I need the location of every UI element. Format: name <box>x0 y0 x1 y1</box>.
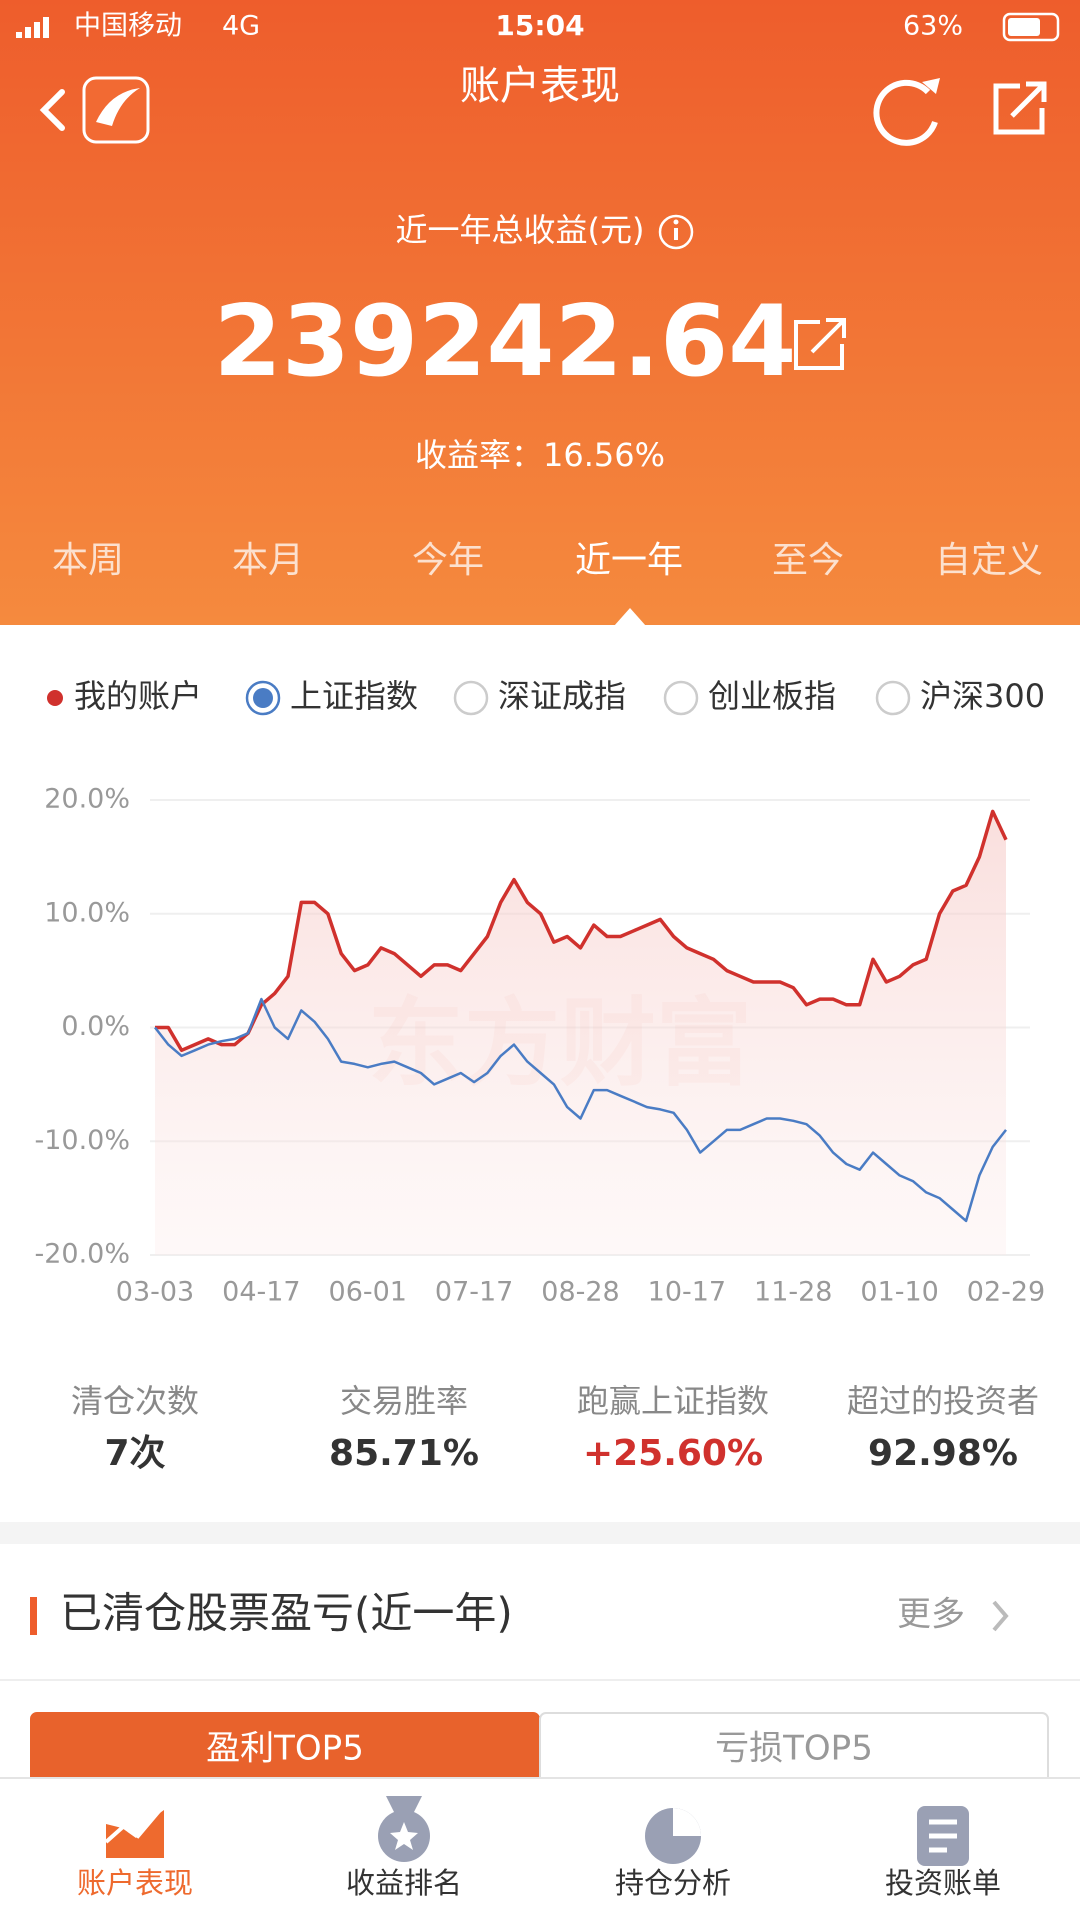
radio-dot <box>253 688 273 708</box>
signal <box>16 17 49 38</box>
period-tab[interactable]: 至今 <box>772 540 844 581</box>
profit-amount: 239242.64 <box>214 285 797 399</box>
legend-label[interactable]: 创业板指 <box>708 677 836 715</box>
amount-share[interactable] <box>794 318 846 370</box>
period-tab[interactable]: 本周 <box>52 540 124 581</box>
header-bg <box>0 0 1080 625</box>
back-button[interactable] <box>39 89 65 131</box>
radio[interactable] <box>453 680 489 716</box>
period-tab[interactable]: 本月 <box>232 540 304 581</box>
x-tick-label: 08-28 <box>541 1277 619 1308</box>
battery-icon <box>1002 12 1060 42</box>
network: 4G <box>222 11 260 42</box>
y-tick-label: 0.0% <box>61 1011 130 1042</box>
radio[interactable] <box>875 680 911 716</box>
y-tick-label: -20.0% <box>34 1239 130 1270</box>
series-line <box>154 997 1007 1223</box>
section-title: 已清仓股票盈亏(近一年) <box>60 1589 513 1638</box>
carrier: 中国移动 <box>74 11 182 42</box>
nav-icons <box>104 1796 969 1866</box>
legend-dot <box>47 690 63 706</box>
divider <box>0 1522 1080 1544</box>
legend-label[interactable]: 深证成指 <box>498 677 626 715</box>
period-tab[interactable]: 自定义 <box>935 540 1043 581</box>
stat-value: 92.98% <box>868 1433 1018 1474</box>
share-button[interactable] <box>993 81 1047 135</box>
profit-label: 近一年总收益(元) <box>396 211 645 249</box>
x-tick-label: 02-29 <box>967 1277 1045 1308</box>
x-tick-label: 04-17 <box>222 1277 300 1308</box>
nav-icon <box>386 1796 422 1816</box>
nav-icon-star <box>390 1822 418 1850</box>
stat-value: 85.71% <box>329 1433 479 1474</box>
x-tick-label: 06-01 <box>329 1277 407 1308</box>
ranking-tab-label[interactable]: 亏损TOP5 <box>715 1729 873 1769</box>
tab-indicator <box>614 608 646 626</box>
stat-label: 清仓次数 <box>71 1382 199 1420</box>
legend-label: 我的账户 <box>74 677 202 715</box>
stat-label: 跑赢上证指数 <box>577 1382 769 1420</box>
legend-label[interactable]: 沪深300 <box>920 677 1045 715</box>
section-marker <box>30 1597 37 1635</box>
refresh-arrow <box>922 78 940 94</box>
y-tick-label: 10.0% <box>44 897 130 928</box>
period-tabs: 本周 本月 今年 近一年 至今 自定义 <box>52 540 1043 581</box>
area <box>155 811 1006 1255</box>
refresh-button[interactable] <box>873 79 938 146</box>
legend: 我的账户 上证指数 深证成指 创业板指 沪深300 <box>47 677 1045 716</box>
more-link[interactable]: 更多 <box>897 1595 965 1635</box>
stats: 清仓次数 7次 交易胜率 85.71% 跑赢上证指数 +25.60% 超过的投资者 92.98… <box>71 1382 1039 1474</box>
nav-label[interactable]: 收益排名 <box>346 1866 462 1900</box>
stat-value: 7次 <box>104 1433 165 1474</box>
nav-label[interactable]: 投资账单 <box>885 1866 1001 1900</box>
x-tick-label: 01-10 <box>860 1277 938 1308</box>
logo-mark <box>96 88 140 126</box>
radio[interactable] <box>663 680 699 716</box>
nav-label[interactable]: 账户表现 <box>77 1866 193 1900</box>
nav-icon-slice <box>673 1808 701 1836</box>
page-title: 账户表现 <box>460 63 620 109</box>
period-tab[interactable]: 今年 <box>412 540 484 581</box>
y-tick-label: -10.0% <box>34 1125 130 1156</box>
return-rate: 收益率：16.56% <box>415 436 665 474</box>
chart: -20.0%-10.0%0.0%10.0%20.0%东方财富03-0304-17… <box>34 784 1045 1308</box>
y-tick-label: 20.0% <box>44 784 130 815</box>
x-tick-label: 10-17 <box>648 1277 726 1308</box>
x-tick-label: 11-28 <box>754 1277 832 1308</box>
nav-labels: 账户表现 收益排名 持仓分析 投资账单 <box>77 1866 1001 1900</box>
stat-label: 交易胜率 <box>340 1382 468 1420</box>
x-tick-label: 07-17 <box>435 1277 513 1308</box>
nav-label[interactable]: 持仓分析 <box>615 1866 731 1900</box>
ranking-tabs: 盈利TOP5 亏损TOP5 <box>30 1712 1049 1794</box>
stat-value: +25.60% <box>583 1433 763 1474</box>
ranking-tab-label[interactable]: 盈利TOP5 <box>206 1729 364 1769</box>
nav-icon-lines <box>929 1819 957 1853</box>
bottom-nav <box>0 1778 1080 1920</box>
time: 15:04 <box>495 9 584 42</box>
battery-level <box>1008 18 1040 36</box>
x-tick-label: 03-03 <box>116 1277 194 1308</box>
info-icon[interactable] <box>658 214 694 250</box>
battery-text: 63% <box>903 11 963 42</box>
info-stem <box>674 228 678 240</box>
series-line <box>155 809 1008 1053</box>
more-arrow <box>992 1600 1009 1632</box>
info-dot <box>673 219 679 225</box>
stat-label: 超过的投资者 <box>847 1382 1039 1420</box>
nav-icon-line <box>104 1808 162 1844</box>
period-tab[interactable]: 近一年 <box>575 540 683 581</box>
legend-label[interactable]: 上证指数 <box>290 677 418 715</box>
